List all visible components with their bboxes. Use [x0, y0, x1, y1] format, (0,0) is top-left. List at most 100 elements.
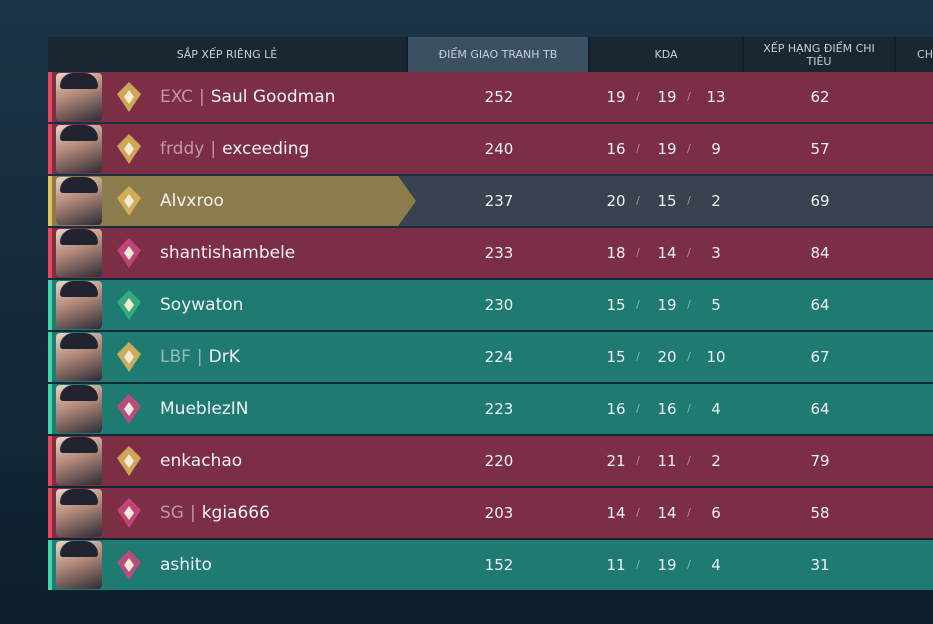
column-header[interactable]: KDA: [590, 37, 744, 72]
deaths: 20: [657, 348, 677, 366]
rank-icon: [110, 130, 148, 168]
agent-hair: [60, 437, 98, 453]
agent-hair: [60, 229, 98, 245]
econ-rating: 67: [810, 348, 830, 366]
kda-separator: /: [687, 246, 691, 259]
acs: 237: [484, 192, 514, 210]
player-row: Alvxroo 237 20 15 2 / / 69: [48, 176, 933, 226]
rank-icon: [110, 234, 148, 272]
rank-core: [124, 558, 134, 572]
player-row: EXC | Saul Goodman 252 19 19 13 / / 62: [48, 72, 933, 122]
tag-separator: |: [189, 503, 196, 523]
team-strip: [48, 384, 52, 434]
econ-rating: 64: [810, 296, 830, 314]
kda-separator: /: [636, 142, 640, 155]
kda-separator: /: [687, 558, 691, 571]
tag-separator: |: [196, 347, 203, 367]
econ-rating: 84: [810, 244, 830, 262]
column-header[interactable]: ĐIỂM GIAO TRANH TB: [408, 37, 590, 72]
acs: 240: [484, 140, 514, 158]
rank-core: [124, 454, 134, 468]
kda-separator: /: [687, 350, 691, 363]
agent-hair: [60, 541, 98, 557]
rank-core: [124, 246, 134, 260]
kills: 21: [606, 452, 626, 470]
deaths: 19: [657, 140, 677, 158]
rank-icon: [110, 182, 148, 220]
player-name-cell: Soywaton: [160, 280, 243, 330]
acs: 152: [484, 556, 514, 574]
econ-rating: 79: [810, 452, 830, 470]
deaths: 19: [657, 88, 677, 106]
player-row: Soywaton 230 15 19 5 / / 64: [48, 280, 933, 330]
team-strip: [48, 228, 52, 278]
player-name-cell: frddy | exceeding: [160, 124, 309, 174]
agent-portrait: [56, 437, 102, 485]
agent-hair: [60, 281, 98, 297]
team-strip: [48, 436, 52, 486]
player-row: shantishambele 233 18 14 3 / / 84: [48, 228, 933, 278]
player-tag: EXC: [160, 87, 194, 107]
player-row: enkachao 220 21 11 2 / / 79: [48, 436, 933, 486]
player-name: shantishambele: [160, 243, 296, 263]
rank-icon: [110, 546, 148, 584]
kills: 20: [606, 192, 626, 210]
agent-hair: [60, 385, 98, 401]
agent-hair: [60, 489, 98, 505]
agent-hair: [60, 125, 98, 141]
player-name: Alvxroo: [160, 191, 224, 211]
player-name: exceeding: [222, 139, 310, 159]
agent-portrait: [56, 541, 102, 589]
kda-separator: /: [687, 454, 691, 467]
player-name-cell: Alvxroo: [160, 176, 224, 226]
player-name-cell: enkachao: [160, 436, 242, 486]
player-row: frddy | exceeding 240 16 19 9 / / 57: [48, 124, 933, 174]
kills: 16: [606, 140, 626, 158]
player-name-cell: EXC | Saul Goodman: [160, 72, 335, 122]
agent-hair: [60, 73, 98, 89]
kda-separator: /: [636, 246, 640, 259]
acs: 230: [484, 296, 514, 314]
deaths: 19: [657, 556, 677, 574]
player-name-cell: shantishambele: [160, 228, 295, 278]
self-highlight: [48, 176, 416, 226]
assists: 13: [706, 88, 726, 106]
deaths: 14: [657, 244, 677, 262]
deaths: 11: [657, 452, 677, 470]
econ-rating: 69: [810, 192, 830, 210]
player-row: MueblezIN 223 16 16 4 / / 64: [48, 384, 933, 434]
player-name-cell: ashito: [160, 540, 212, 590]
column-header[interactable]: XẾP HẠNG ĐIỂM CHI TIÊU: [744, 37, 896, 72]
acs: 252: [484, 88, 514, 106]
player-tag: frddy: [160, 139, 205, 159]
team-strip: [48, 72, 52, 122]
player-name-cell: MueblezIN: [160, 384, 249, 434]
rank-core: [124, 506, 134, 520]
agent-portrait: [56, 281, 102, 329]
kills: 14: [606, 504, 626, 522]
econ-rating: 31: [810, 556, 830, 574]
player-name: enkachao: [160, 451, 243, 471]
rank-core: [124, 350, 134, 364]
acs: 224: [484, 348, 514, 366]
kills: 19: [606, 88, 626, 106]
deaths: 19: [657, 296, 677, 314]
player-row: ashito 152 11 19 4 / / 31: [48, 540, 933, 590]
player-name: MueblezIN: [160, 399, 249, 419]
column-header[interactable]: SẮP XẾP RIÊNG LẺ: [48, 37, 408, 72]
rank-core: [124, 402, 134, 416]
rank-icon: [110, 78, 148, 116]
tag-separator: |: [210, 139, 217, 159]
kda-separator: /: [687, 506, 691, 519]
assists: 3: [711, 244, 721, 262]
kda-separator: /: [636, 298, 640, 311]
kda-separator: /: [687, 142, 691, 155]
deaths: 16: [657, 400, 677, 418]
rank-icon: [110, 286, 148, 324]
team-strip: [48, 176, 52, 226]
rank-icon: [110, 494, 148, 532]
kda-separator: /: [636, 90, 640, 103]
player-row: LBF | DrK 224 15 20 10 / / 67: [48, 332, 933, 382]
column-header[interactable]: CH: [896, 37, 933, 72]
